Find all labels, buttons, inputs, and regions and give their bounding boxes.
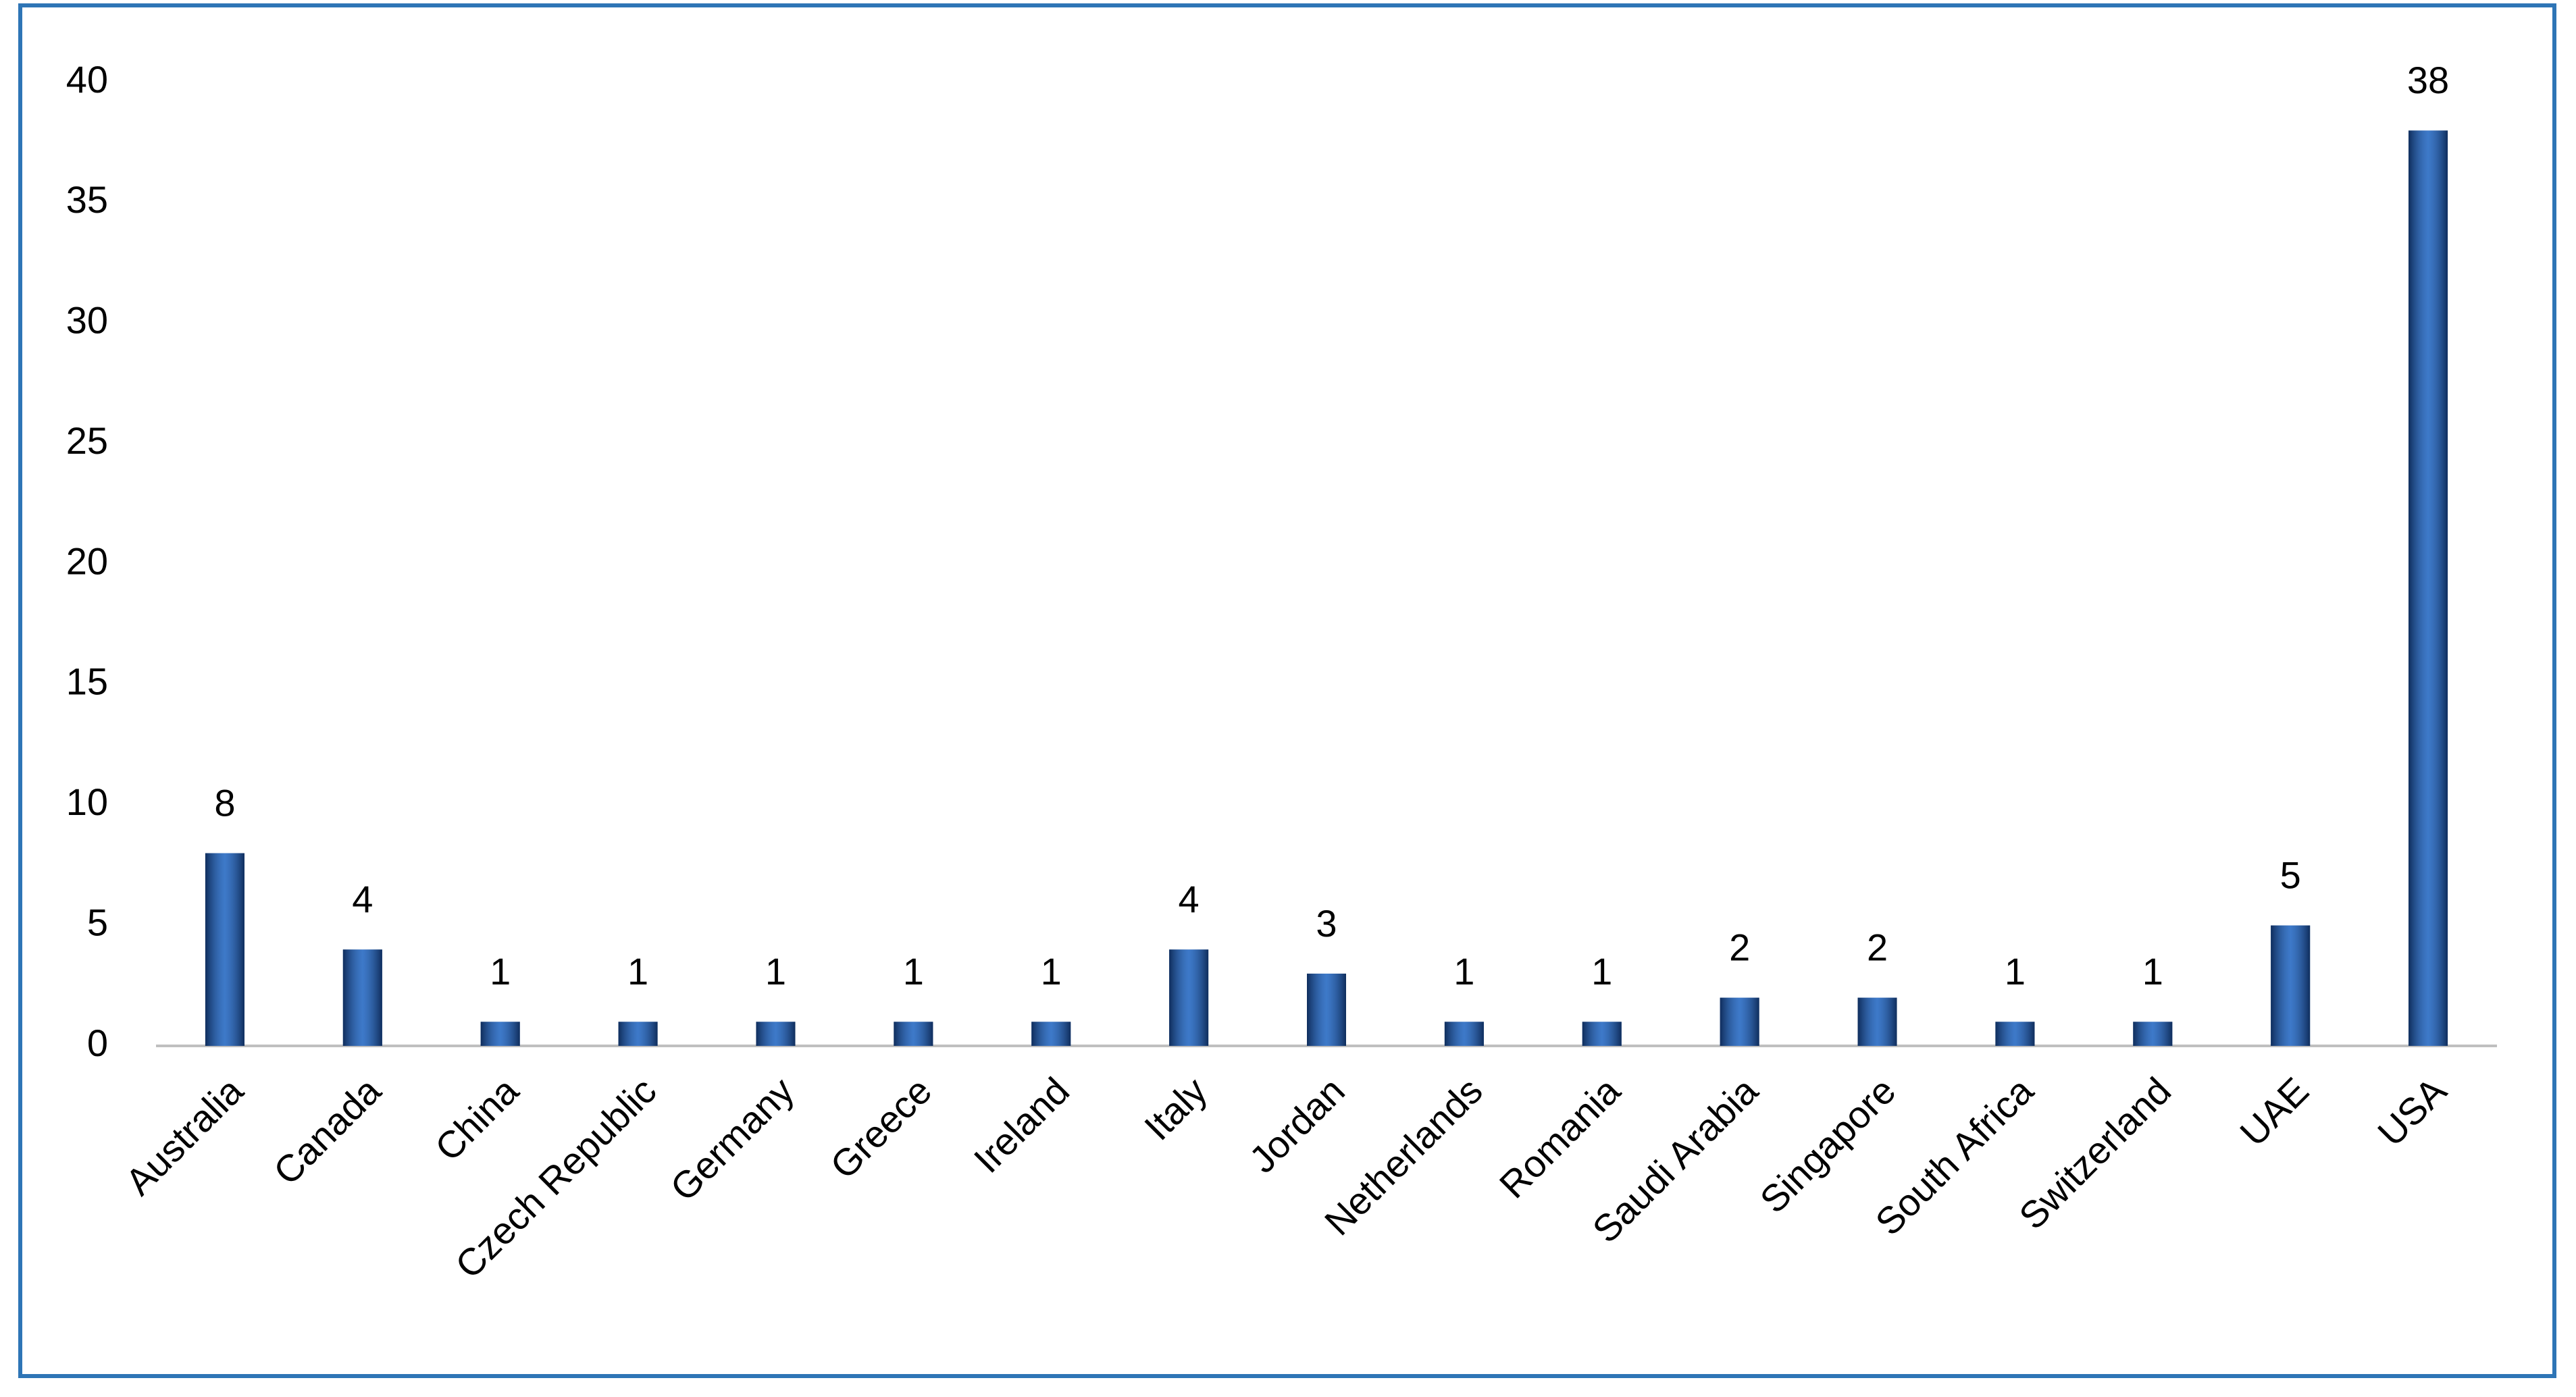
value-label: 1 (2142, 950, 2163, 993)
y-tick-label: 25 (66, 419, 108, 462)
bar-shading (480, 1022, 520, 1046)
value-label: 1 (1591, 950, 1612, 993)
value-label: 4 (352, 878, 373, 920)
bar-shading (2133, 1022, 2173, 1046)
bar-shading (1720, 997, 1759, 1046)
value-label: 2 (1729, 926, 1750, 968)
value-label: 1 (903, 950, 924, 993)
bar-shading (1031, 1022, 1071, 1046)
y-tick-label: 30 (66, 299, 108, 342)
bar-shading (2271, 925, 2311, 1046)
value-label: 8 (214, 781, 235, 824)
y-tick-label: 0 (87, 1022, 108, 1064)
value-label: 1 (765, 950, 786, 993)
value-label: 1 (1041, 950, 1062, 993)
y-tick-label: 5 (87, 901, 108, 943)
y-tick-label: 40 (66, 58, 108, 101)
bar-shading (1582, 1022, 1622, 1046)
bar-shading (894, 1022, 933, 1046)
y-tick-label: 20 (66, 539, 108, 582)
value-label: 1 (627, 950, 648, 993)
y-tick-label: 15 (66, 660, 108, 703)
y-tick-label: 35 (66, 178, 108, 221)
bar-shading (1307, 973, 1346, 1046)
bar-shading (1169, 949, 1209, 1046)
value-label: 1 (490, 950, 511, 993)
value-label: 38 (2407, 59, 2449, 101)
bar-shading (1857, 997, 1897, 1046)
value-label: 5 (2280, 853, 2301, 896)
bar-shading (1995, 1022, 2035, 1046)
bar-shading (1444, 1022, 1484, 1046)
value-label: 2 (1867, 926, 1888, 968)
chart-border (18, 3, 2556, 1378)
value-label: 1 (1453, 950, 1474, 993)
y-tick-label: 10 (66, 781, 108, 823)
bar-shading (205, 853, 244, 1046)
bar-shading (756, 1022, 796, 1046)
bar-shading (618, 1022, 658, 1046)
value-label: 1 (2005, 950, 2026, 993)
bar-shading (342, 949, 382, 1046)
value-label: 4 (1179, 878, 1200, 920)
value-label: 3 (1316, 902, 1337, 945)
bar-shading (2408, 130, 2448, 1047)
